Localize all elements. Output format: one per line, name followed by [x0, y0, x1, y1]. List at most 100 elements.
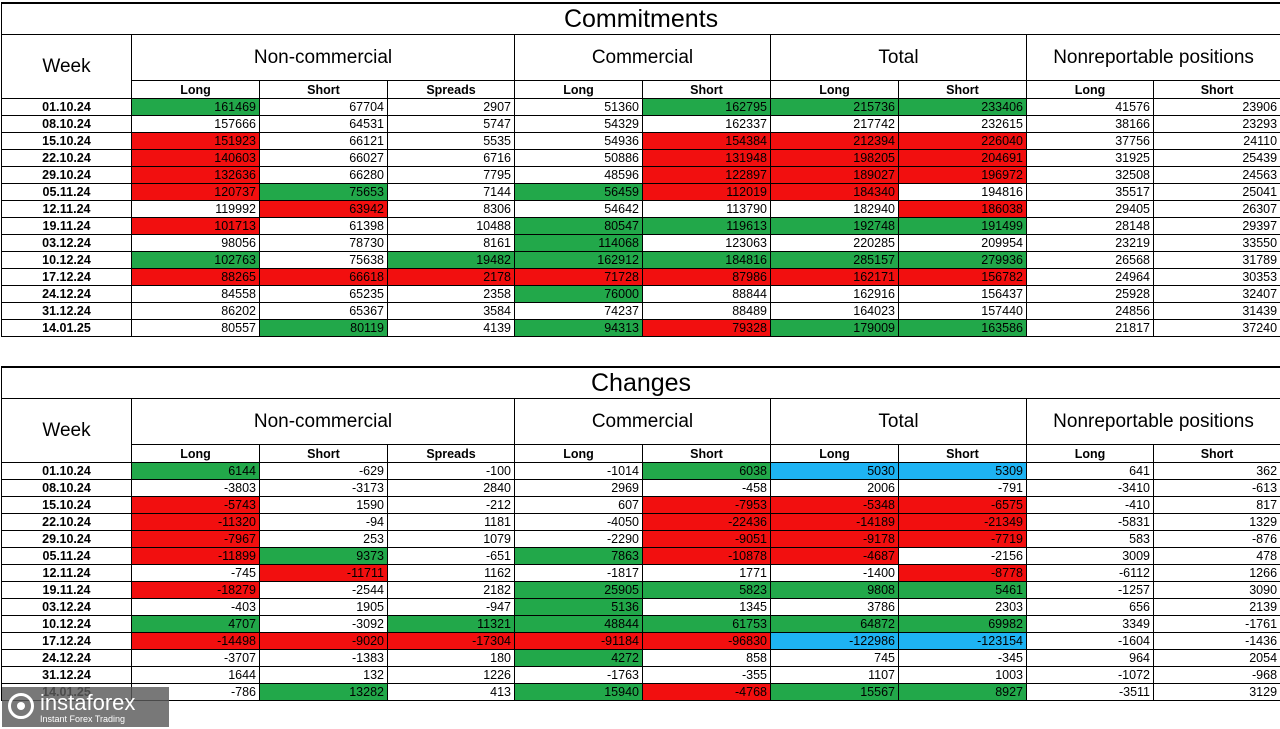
value-cell: 191499 [898, 217, 1027, 235]
value-cell: -100 [387, 462, 515, 480]
value-cell: 37240 [1152, 319, 1280, 337]
value-cell: 54642 [514, 200, 643, 218]
value-cell: 151923 [131, 132, 260, 150]
value-cell: 122897 [642, 166, 771, 184]
value-cell: 76000 [514, 285, 643, 303]
col-header: Short [259, 80, 388, 99]
value-cell: 1266 [1152, 564, 1280, 582]
col-header: Short [642, 444, 771, 463]
week-cell: 24.12.24 [1, 649, 132, 667]
value-cell: 253 [259, 530, 388, 548]
value-cell: -2156 [898, 547, 1027, 565]
value-cell: 50886 [514, 149, 643, 167]
value-cell: 7144 [387, 183, 515, 201]
value-cell: -5743 [131, 496, 260, 514]
value-cell: 4139 [387, 319, 515, 337]
value-cell: -8778 [898, 564, 1027, 582]
value-cell: 182940 [770, 200, 899, 218]
changes-table: Changes Week Non-commercial Commercial T… [0, 366, 1280, 701]
value-cell: 1771 [642, 564, 771, 582]
week-cell: 05.11.24 [1, 547, 132, 565]
group-header-total: Total [770, 398, 1027, 445]
value-cell: -1817 [514, 564, 643, 582]
week-cell: 03.12.24 [1, 598, 132, 616]
commitments-table: Commitments Week Non-commercial Commerci… [0, 2, 1280, 337]
week-cell: 19.11.24 [1, 581, 132, 599]
value-cell: -403 [131, 598, 260, 616]
value-cell: 162795 [642, 98, 771, 116]
group-header-total: Total [770, 34, 1027, 81]
col-header: Short [898, 80, 1027, 99]
value-cell: 35517 [1026, 183, 1154, 201]
value-cell: 32508 [1026, 166, 1154, 184]
value-cell: 66027 [259, 149, 388, 167]
value-cell: 8927 [898, 683, 1027, 701]
value-cell: 15940 [514, 683, 643, 701]
value-cell: 3584 [387, 302, 515, 320]
value-cell: 641 [1026, 462, 1154, 480]
value-cell: -91184 [514, 632, 643, 650]
value-cell: 194816 [898, 183, 1027, 201]
table-row: 05.11.24 -11899 9373 -651 7863 -10878 -4687 -21… [1, 547, 1280, 565]
value-cell: 119992 [131, 200, 260, 218]
value-cell: 817 [1152, 496, 1280, 514]
value-cell: -14498 [131, 632, 260, 650]
group-header-nonreportable: Nonreportable positions [1025, 34, 1280, 81]
value-cell: 215736 [770, 98, 899, 116]
value-cell: 279936 [898, 251, 1027, 269]
value-cell: 80547 [514, 217, 643, 235]
value-cell: 198205 [770, 149, 899, 167]
value-cell: 162916 [770, 285, 899, 303]
value-cell: -21349 [898, 513, 1027, 531]
value-cell: 38166 [1026, 115, 1154, 133]
value-cell: 2182 [387, 581, 515, 599]
value-cell: 3090 [1152, 581, 1280, 599]
value-cell: 25928 [1026, 285, 1154, 303]
group-header-noncommercial: Non-commercial [131, 34, 515, 81]
value-cell: 65367 [259, 302, 388, 320]
value-cell: -18279 [131, 581, 260, 599]
table-row: 31.12.24 1644 132 1226 -1763 -355 1107 1003 -107… [1, 666, 1280, 684]
value-cell: 1079 [387, 530, 515, 548]
week-cell: 10.12.24 [1, 615, 132, 633]
value-cell: 196972 [898, 166, 1027, 184]
value-cell: 21817 [1026, 319, 1154, 337]
value-cell: 4272 [514, 649, 643, 667]
value-cell: -96830 [642, 632, 771, 650]
value-cell: 157666 [131, 115, 260, 133]
value-cell: -11899 [131, 547, 260, 565]
week-cell: 08.10.24 [1, 115, 132, 133]
value-cell: 25439 [1152, 149, 1280, 167]
value-cell: 157440 [898, 302, 1027, 320]
value-cell: 179009 [770, 319, 899, 337]
value-cell: 162337 [642, 115, 771, 133]
week-cell: 12.11.24 [1, 564, 132, 582]
value-cell: 5823 [642, 581, 771, 599]
value-cell: 184816 [642, 251, 771, 269]
week-cell: 14.01.25 [1, 319, 132, 337]
value-cell: 362 [1152, 462, 1280, 480]
week-cell: 17.12.24 [1, 632, 132, 650]
col-header: Long [131, 80, 260, 99]
col-header: Long [770, 444, 899, 463]
value-cell: 88265 [131, 268, 260, 286]
table-row: 14.01.25-7861328241315940-4768155678927-… [1, 683, 1280, 701]
value-cell: -629 [259, 462, 388, 480]
col-header: Long [514, 80, 643, 99]
value-cell: -94 [259, 513, 388, 531]
value-cell: 184340 [770, 183, 899, 201]
value-cell: 37756 [1026, 132, 1154, 150]
value-cell: 162912 [514, 251, 643, 269]
value-cell: 180 [387, 649, 515, 667]
group-header-commercial: Commercial [514, 398, 771, 445]
value-cell: 163586 [898, 319, 1027, 337]
value-cell: 5461 [898, 581, 1027, 599]
value-cell: 607 [514, 496, 643, 514]
week-cell: 17.12.24 [1, 268, 132, 286]
value-cell: -3173 [259, 479, 388, 497]
value-cell: -123154 [898, 632, 1027, 650]
value-cell: -2290 [514, 530, 643, 548]
value-cell: 2139 [1152, 598, 1280, 616]
value-cell: 156782 [898, 268, 1027, 286]
value-cell: 7863 [514, 547, 643, 565]
